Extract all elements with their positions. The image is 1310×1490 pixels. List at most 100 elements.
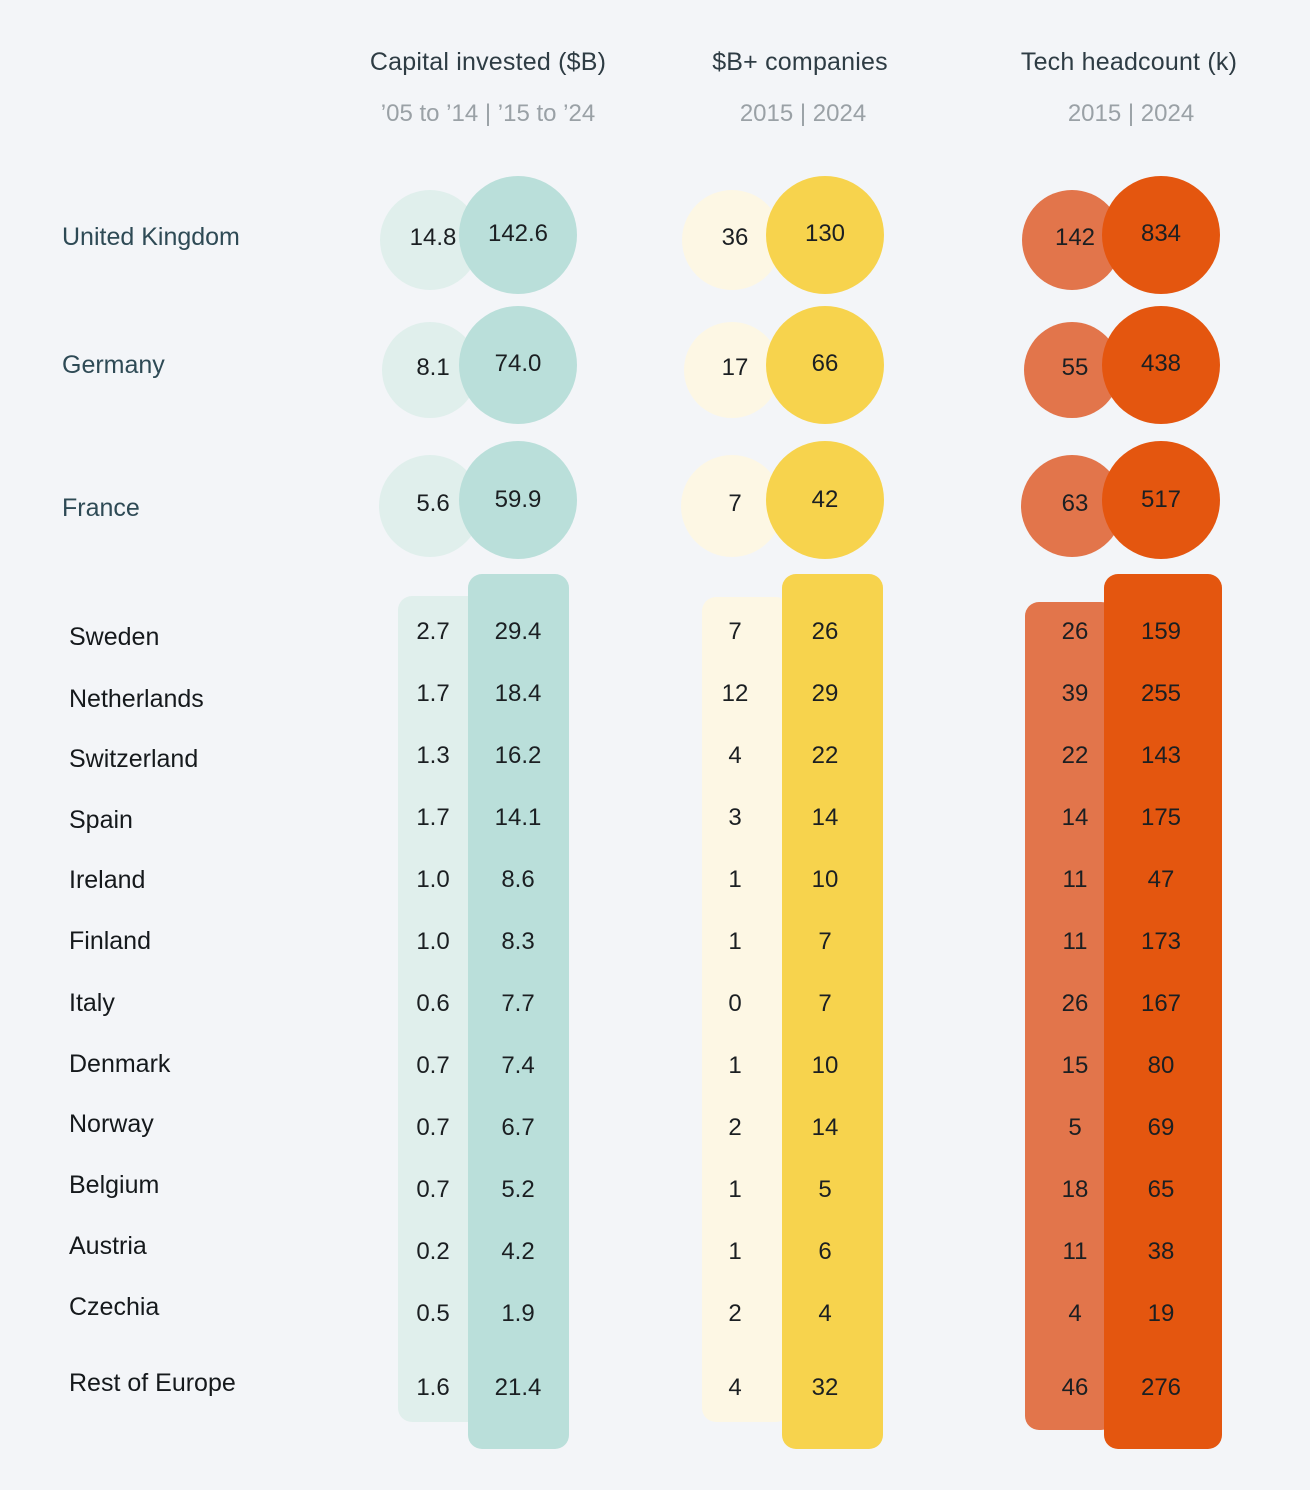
country-label-belgium: Belgium — [69, 1171, 160, 1199]
billion-companies-earlier-bubble — [682, 190, 782, 290]
tech-headcount-later-value: 175 — [1140, 804, 1182, 831]
capital-invested-later-bubble — [459, 176, 577, 294]
capital-invested-later-value: 16.2 — [494, 742, 542, 769]
billion-companies-earlier-bubble — [684, 322, 780, 418]
capital-invested-earlier-value: 1.6 — [416, 1374, 450, 1401]
country-label-spain: Spain — [69, 806, 133, 834]
tech-headcount-earlier-value: 4 — [1068, 1300, 1082, 1327]
billion-companies-earlier-value: 1 — [728, 1052, 742, 1079]
tech-headcount-earlier-value: 26 — [1061, 990, 1089, 1017]
billion-companies-later-value: 4 — [818, 1300, 832, 1327]
tech-headcount-later-value: 80 — [1147, 1052, 1175, 1079]
country-label-sweden: Sweden — [69, 623, 160, 651]
billion-companies-earlier-value: 4 — [728, 742, 742, 769]
billion-companies-later-bubble — [766, 441, 884, 559]
tech-headcount-earlier-value: 5 — [1068, 1114, 1082, 1141]
capital-invested-earlier-value: 0.7 — [416, 1052, 450, 1079]
capital-invested-later-value: 6.7 — [501, 1114, 535, 1141]
capital-invested-later-value: 8.6 — [501, 866, 535, 893]
tech-headcount-earlier-value: 55 — [1061, 354, 1089, 381]
tech-headcount-later-value: 173 — [1140, 928, 1182, 955]
billion-companies-later-value: 7 — [818, 990, 832, 1017]
capital-invested-title: Capital invested ($B) — [369, 48, 607, 76]
tech-headcount-earlier-value: 11 — [1062, 866, 1088, 893]
country-label-italy: Italy — [69, 989, 115, 1017]
tech-headcount-earlier-value: 142 — [1054, 224, 1096, 251]
capital-invested-later-value: 18.4 — [494, 680, 542, 707]
capital-invested-later-value: 142.6 — [487, 220, 549, 247]
billion-companies-later-value: 32 — [811, 1374, 839, 1401]
tech-headcount-later-value: 159 — [1140, 618, 1182, 645]
tech-headcount-later-bar — [1104, 574, 1222, 1449]
billion-companies-later-value: 10 — [811, 866, 839, 893]
tech-headcount-later-value: 69 — [1147, 1114, 1175, 1141]
country-label-france: France — [62, 494, 140, 522]
tech-headcount-earlier-value: 46 — [1061, 1374, 1089, 1401]
billion-companies-later-bubble — [766, 176, 884, 294]
tech-headcount-earlier-value: 14 — [1061, 804, 1089, 831]
tech-headcount-earlier-value: 11 — [1062, 928, 1088, 955]
tech-headcount-periods: 2015 | 2024 — [1067, 100, 1195, 127]
capital-invested-later-value: 29.4 — [494, 618, 542, 645]
tech-headcount-earlier-value: 15 — [1061, 1052, 1089, 1079]
billion-companies-earlier-value: 17 — [721, 354, 749, 381]
capital-invested-later-value: 5.2 — [501, 1176, 535, 1203]
capital-invested-later-value: 1.9 — [501, 1300, 535, 1327]
country-label-ireland: Ireland — [69, 866, 146, 894]
country-label-rest-of-europe: Rest of Europe — [69, 1369, 236, 1397]
capital-invested-later-bubble — [459, 306, 577, 424]
tech-headcount-later-value: 438 — [1140, 350, 1182, 377]
billion-companies-later-value: 42 — [811, 486, 839, 513]
billion-companies-earlier-value: 0 — [728, 990, 742, 1017]
billion-companies-later-value: 7 — [818, 928, 832, 955]
tech-headcount-later-value: 38 — [1147, 1238, 1175, 1265]
billion-companies-later-value: 14 — [811, 1114, 839, 1141]
billion-companies-later-value: 29 — [811, 680, 839, 707]
capital-invested-later-value: 7.7 — [501, 990, 535, 1017]
tech-headcount-later-value: 47 — [1147, 866, 1175, 893]
billion-companies-later-value: 6 — [818, 1238, 832, 1265]
tech-headcount-later-value: 276 — [1140, 1374, 1182, 1401]
country-label-united-kingdom: United Kingdom — [62, 223, 240, 251]
tech-headcount-later-bubble — [1102, 441, 1220, 559]
billion-companies-later-value: 10 — [811, 1052, 839, 1079]
tech-headcount-earlier-value: 22 — [1061, 742, 1089, 769]
billion-companies-title: $B+ companies — [712, 48, 888, 76]
tech-headcount-earlier-value: 63 — [1061, 490, 1089, 517]
billion-companies-earlier-value: 1 — [728, 1238, 742, 1265]
capital-invested-later-value: 4.2 — [501, 1238, 535, 1265]
billion-companies-earlier-value: 3 — [728, 804, 742, 831]
billion-companies-earlier-value: 36 — [721, 224, 749, 251]
capital-invested-later-value: 59.9 — [494, 486, 542, 513]
tech-headcount-later-value: 65 — [1147, 1176, 1175, 1203]
capital-invested-later-value: 7.4 — [501, 1052, 535, 1079]
capital-invested-later-value: 74.0 — [494, 350, 542, 377]
billion-companies-earlier-value: 1 — [728, 928, 742, 955]
country-label-norway: Norway — [69, 1110, 154, 1138]
billion-companies-earlier-value: 7 — [728, 490, 742, 517]
capital-invested-later-value: 8.3 — [501, 928, 535, 955]
country-label-switzerland: Switzerland — [69, 745, 199, 773]
country-label-czechia: Czechia — [69, 1293, 160, 1321]
billion-companies-earlier-value: 7 — [728, 618, 742, 645]
capital-invested-earlier-value: 0.7 — [416, 1176, 450, 1203]
billion-companies-later-value: 130 — [804, 220, 846, 247]
capital-invested-later-bubble — [459, 441, 577, 559]
billion-companies-periods: 2015 | 2024 — [739, 100, 867, 127]
tech-headcount-later-bubble — [1102, 306, 1220, 424]
tech-headcount-earlier-value: 26 — [1061, 618, 1089, 645]
capital-invested-earlier-value: 0.5 — [416, 1300, 450, 1327]
billion-companies-later-value: 26 — [811, 618, 839, 645]
tech-headcount-later-value: 167 — [1140, 990, 1182, 1017]
capital-invested-earlier-value: 1.0 — [416, 928, 450, 955]
country-label-germany: Germany — [62, 351, 165, 379]
capital-invested-earlier-value: 8.1 — [416, 354, 450, 381]
capital-invested-earlier-value: 1.0 — [416, 866, 450, 893]
tech-headcount-title: Tech headcount (k) — [1020, 48, 1238, 76]
tech-headcount-later-value: 255 — [1140, 680, 1182, 707]
country-label-austria: Austria — [69, 1232, 147, 1260]
billion-companies-later-value: 5 — [818, 1176, 832, 1203]
country-label-netherlands: Netherlands — [69, 685, 204, 713]
capital-invested-earlier-value: 0.6 — [416, 990, 450, 1017]
